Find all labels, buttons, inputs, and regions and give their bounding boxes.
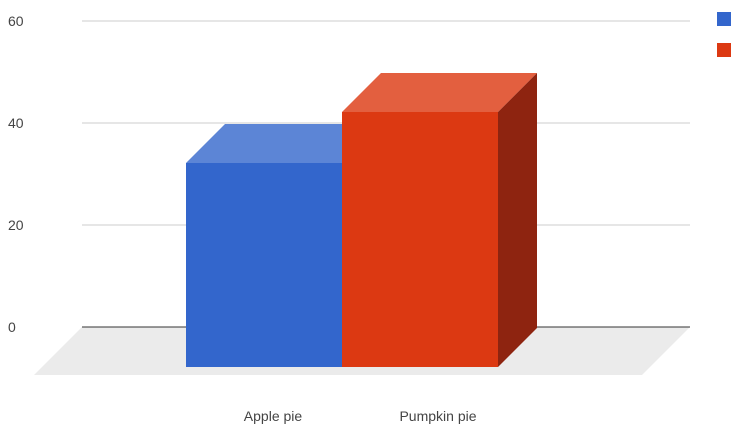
bar-front <box>342 112 498 367</box>
bar-2 <box>342 73 537 367</box>
bar-front <box>186 163 342 367</box>
y-tick-label: 40 <box>8 115 24 131</box>
bars <box>186 73 537 367</box>
x-category-label: Pumpkin pie <box>399 408 476 424</box>
legend-swatch <box>717 12 731 26</box>
legend <box>717 12 731 57</box>
x-axis: Apple pie Pumpkin pie <box>244 408 477 424</box>
y-tick-label: 60 <box>8 13 24 29</box>
y-axis: 0 20 40 60 <box>8 13 24 335</box>
bar-1 <box>186 124 381 367</box>
bar-top <box>342 73 537 112</box>
x-category-label: Apple pie <box>244 408 303 424</box>
y-tick-label: 0 <box>8 319 16 335</box>
bar-top <box>186 124 381 163</box>
legend-swatch <box>717 43 731 57</box>
bar-side <box>498 73 537 367</box>
y-tick-label: 20 <box>8 217 24 233</box>
